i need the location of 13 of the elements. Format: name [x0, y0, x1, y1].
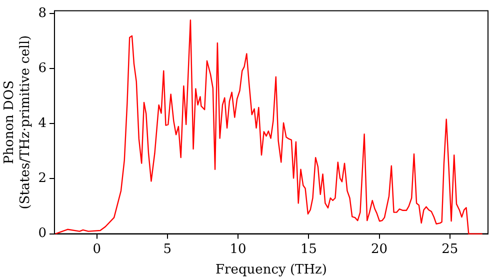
x-tick-label: 10 [230, 242, 246, 257]
y-tick-label: 2 [38, 171, 46, 186]
x-tick-label: 0 [92, 242, 101, 257]
x-tick-label: 20 [370, 242, 388, 257]
x-tick-label: 25 [442, 242, 458, 257]
x-tick-label: 15 [300, 242, 317, 257]
y-tick-label: 6 [38, 60, 46, 76]
y-tick-label: 4 [38, 116, 46, 132]
y-tick-label: 0 [38, 226, 46, 242]
x-tick-label: 5 [163, 242, 172, 257]
y-tick-label: 8 [38, 6, 46, 21]
y-axis-title: Phonon DOS (States/THz·primitive cell) [2, 35, 33, 210]
x-axis-title: Frequency (THz) [216, 262, 327, 278]
